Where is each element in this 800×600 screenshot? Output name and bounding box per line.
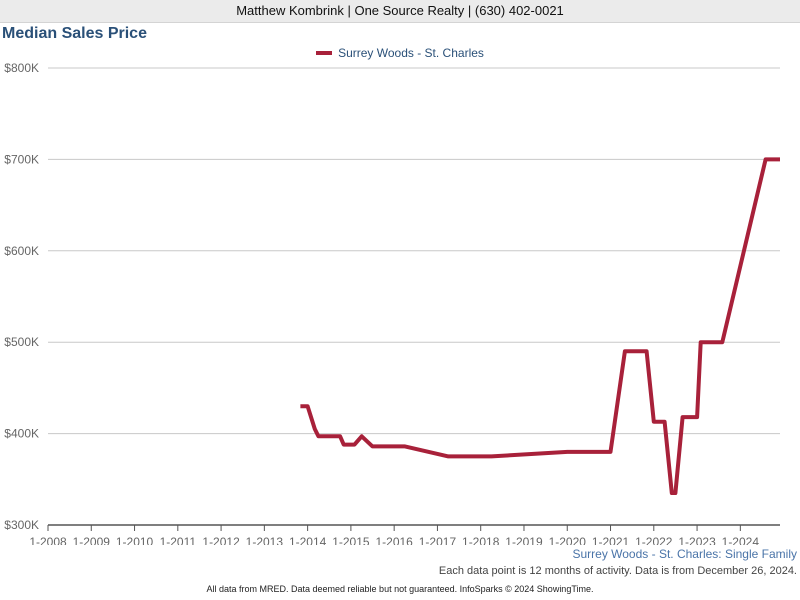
x-tick-label: 1-2012 <box>202 535 240 545</box>
y-tick-label: $600K <box>4 244 39 258</box>
x-tick-label: 1-2013 <box>246 535 284 545</box>
footer-note: Each data point is 12 months of activity… <box>438 565 797 577</box>
y-tick-label: $400K <box>4 427 39 441</box>
x-tick-label: 1-2021 <box>592 535 630 545</box>
x-tick-label: 1-2008 <box>29 535 67 545</box>
x-tick-label: 1-2015 <box>332 535 370 545</box>
footer-region-label: Surrey Woods - St. Charles: Single Famil… <box>572 547 797 561</box>
legend-label: Surrey Woods - St. Charles <box>338 46 484 60</box>
footer-disclaimer: All data from MRED. Data deemed reliable… <box>206 584 594 594</box>
y-tick-label: $800K <box>4 61 39 75</box>
x-tick-label: 1-2017 <box>419 535 457 545</box>
agent-header: Matthew Kombrink | One Source Realty | (… <box>0 0 800 23</box>
legend-swatch <box>316 50 333 55</box>
x-tick-label: 1-2023 <box>678 535 716 545</box>
y-tick-label: $500K <box>4 335 39 349</box>
x-tick-label: 1-2010 <box>116 535 154 545</box>
x-tick-label: 1-2022 <box>635 535 673 545</box>
chart-title: Median Sales Price <box>2 25 147 42</box>
x-tick-label: 1-2016 <box>375 535 413 545</box>
x-tick-label: 1-2011 <box>160 535 197 545</box>
x-tick-label: 1-2024 <box>722 535 760 545</box>
x-tick-label: 1-2014 <box>289 535 327 545</box>
x-tick-label: 1-2018 <box>462 535 500 545</box>
x-tick-label: 1-2019 <box>505 535 543 545</box>
line-chart: $300K $400K $500K $600K $700K $800K 1-2008 1-20… <box>4 61 780 545</box>
x-tick-label: 1-2020 <box>549 535 587 545</box>
series-line-surrey-woods <box>300 157 780 495</box>
chart-legend: Surrey Woods - St. Charles <box>0 46 800 60</box>
y-tick-label: $700K <box>4 152 39 166</box>
x-tick-label: 1-2009 <box>73 535 111 545</box>
agent-header-text: Matthew Kombrink | One Source Realty | (… <box>236 3 564 18</box>
y-tick-label: $300K <box>4 518 39 532</box>
